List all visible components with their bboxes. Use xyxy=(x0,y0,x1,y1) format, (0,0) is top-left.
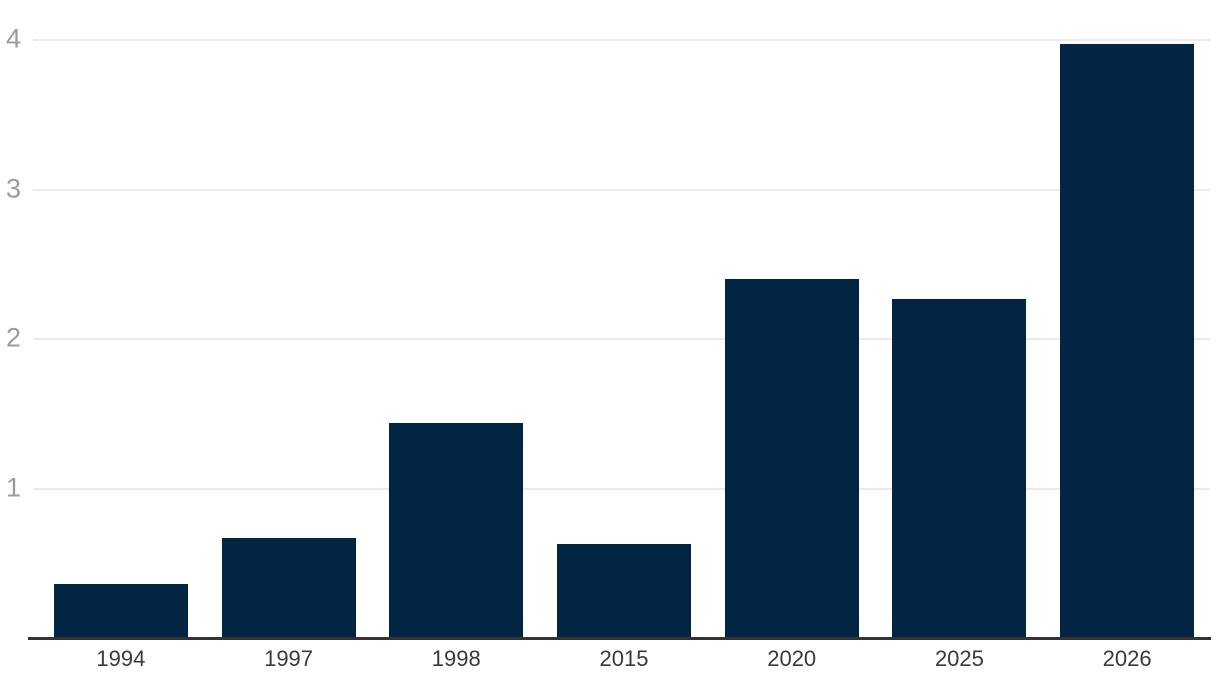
gridline xyxy=(33,338,1210,340)
gridline xyxy=(33,487,1210,490)
x-tick-label: 2015 xyxy=(599,646,649,671)
x-tick-label: 2026 xyxy=(1102,646,1152,671)
x-tick-label: 1994 xyxy=(96,646,146,671)
gridline xyxy=(33,39,1210,41)
x-axis-line xyxy=(28,637,1211,640)
bar-1997[interactable] xyxy=(221,537,356,638)
y-tick-label: 2 xyxy=(6,322,22,353)
x-tick-label: 1997 xyxy=(264,646,314,671)
y-tick-label: 4 xyxy=(6,23,22,54)
bar-2025[interactable] xyxy=(892,298,1027,638)
gridline xyxy=(33,188,1210,191)
x-tick-label: 2025 xyxy=(934,646,984,671)
bar-1994[interactable] xyxy=(53,584,188,638)
x-tick-label: 1998 xyxy=(431,646,481,671)
bar-2026[interactable] xyxy=(1060,44,1195,638)
x-tick-label: 2020 xyxy=(767,646,817,671)
bar-2020[interactable] xyxy=(724,279,859,638)
y-tick-label: 1 xyxy=(6,471,22,502)
bar-1998[interactable] xyxy=(389,422,524,638)
bar-2015[interactable] xyxy=(557,543,691,638)
y-tick-label: 3 xyxy=(6,172,22,203)
